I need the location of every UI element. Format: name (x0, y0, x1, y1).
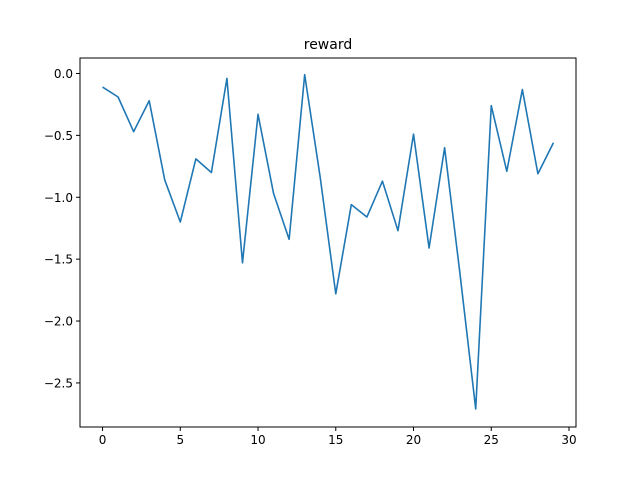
x-tick-label: 15 (328, 433, 343, 447)
y-tick-label: −1.5 (44, 253, 73, 267)
x-tick-label: 5 (176, 433, 184, 447)
x-tick-label: 0 (99, 433, 107, 447)
x-tick-label: 30 (561, 433, 576, 447)
x-tick-label: 25 (484, 433, 499, 447)
y-tick-label: 0.0 (54, 67, 73, 81)
y-tick-label: −0.5 (44, 129, 73, 143)
x-tick-label: 10 (250, 433, 265, 447)
y-tick-label: −1.0 (44, 191, 73, 205)
y-tick-label: −2.0 (44, 315, 73, 329)
y-tick-label: −2.5 (44, 376, 73, 390)
x-tick-label: 20 (406, 433, 421, 447)
chart-title: reward (304, 37, 353, 53)
